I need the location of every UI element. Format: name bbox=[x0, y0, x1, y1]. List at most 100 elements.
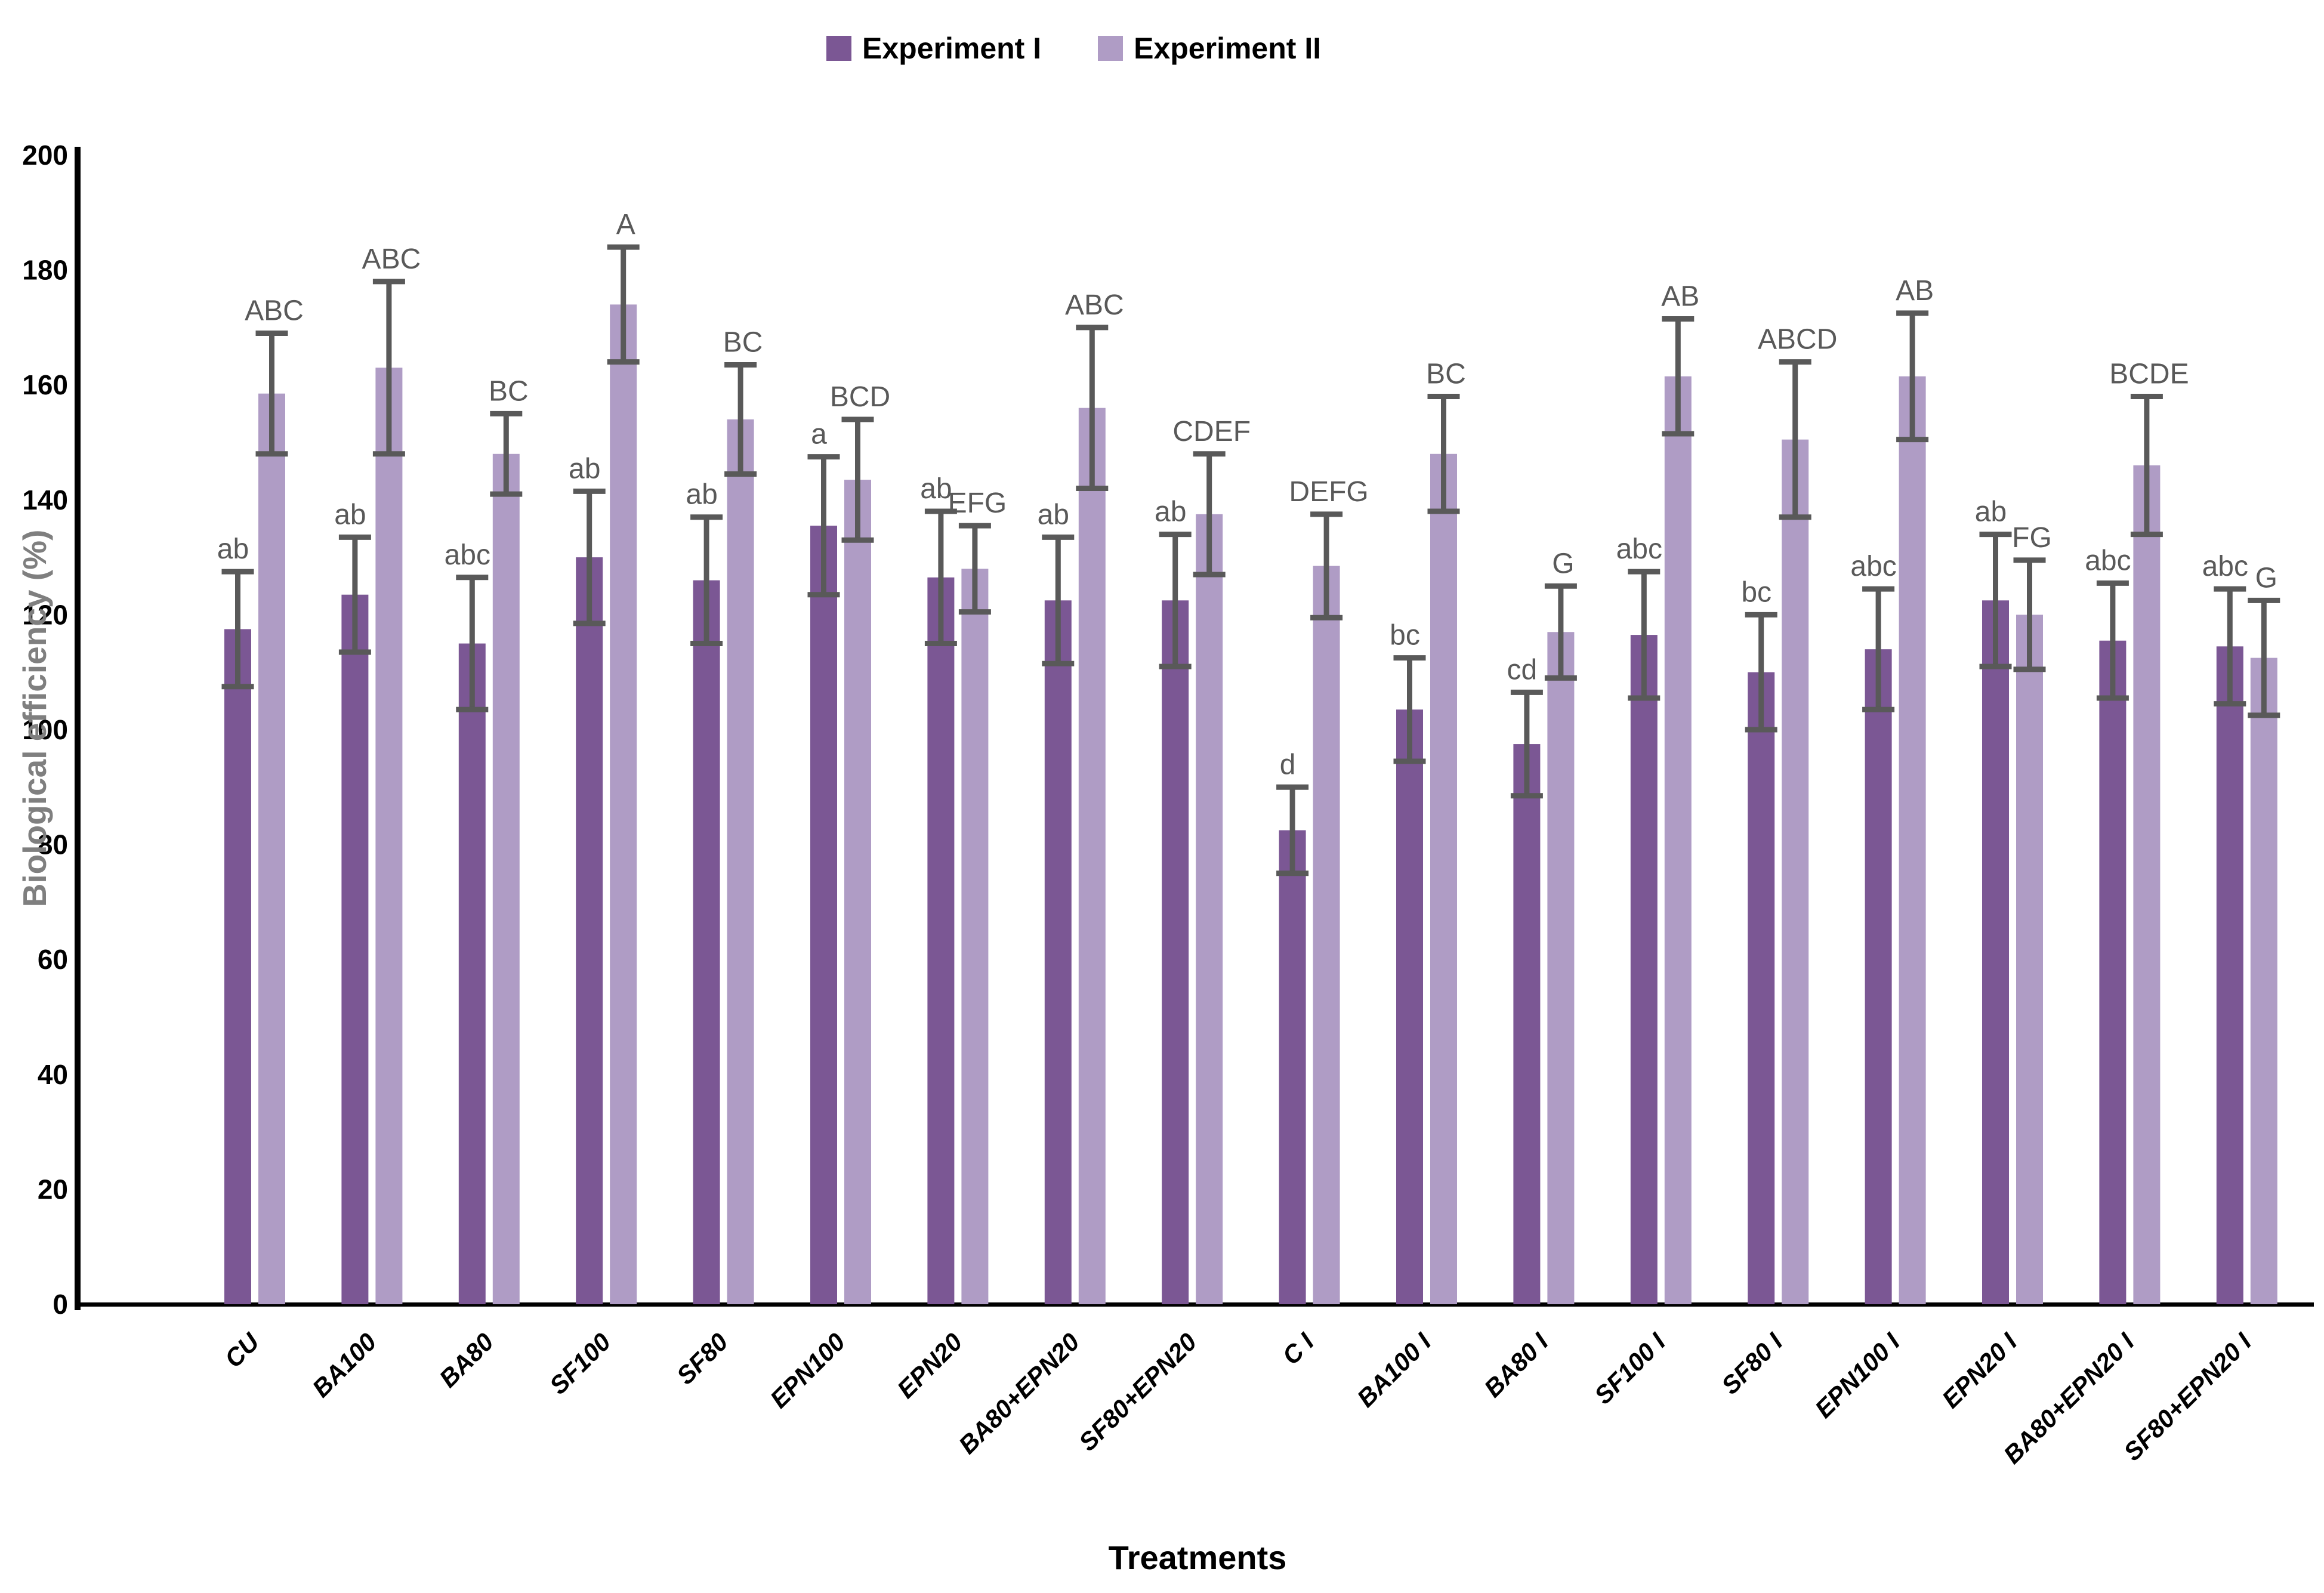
bar-experiment-1 bbox=[927, 577, 955, 1305]
significance-letter: abc bbox=[2085, 545, 2131, 576]
x-tick-label: BA80 I bbox=[1479, 1327, 1554, 1403]
significance-letter: bc bbox=[1741, 576, 1771, 608]
bar-experiment-1 bbox=[810, 526, 837, 1304]
bar-experiment-1 bbox=[1982, 600, 2009, 1305]
bar-experiment-1 bbox=[693, 580, 720, 1304]
legend-swatch-experiment-2 bbox=[1098, 36, 1124, 61]
significance-letter: bc bbox=[1390, 620, 1420, 652]
x-tick-label: SF100 I bbox=[1589, 1327, 1671, 1409]
bar-experiment-2 bbox=[258, 393, 285, 1304]
x-tick-label: BA80+EPN20 bbox=[953, 1327, 1085, 1459]
bar-experiment-2 bbox=[1430, 453, 1457, 1304]
y-axis-line bbox=[75, 147, 81, 1310]
x-tick-label: CU bbox=[219, 1327, 265, 1373]
bar-experiment-2 bbox=[1313, 566, 1340, 1305]
bar-experiment-2 bbox=[1196, 514, 1223, 1304]
x-tick-label: SF80 I bbox=[1716, 1327, 1789, 1400]
bar-experiment-1 bbox=[458, 643, 486, 1304]
bar-experiment-2 bbox=[2016, 615, 2043, 1304]
significance-letter: ABC bbox=[245, 295, 304, 327]
bar-experiment-2 bbox=[492, 453, 520, 1304]
bar-experiment-1 bbox=[576, 557, 603, 1304]
bar-experiment-2 bbox=[844, 480, 871, 1304]
x-tick-label: BA100 bbox=[307, 1327, 382, 1403]
significance-letter: CDEF bbox=[1172, 416, 1251, 447]
legend: Experiment I Experiment II bbox=[826, 31, 1321, 66]
bar-experiment-2 bbox=[610, 304, 637, 1304]
bar-experiment-2 bbox=[1078, 407, 1106, 1304]
bar-experiment-2 bbox=[2133, 465, 2161, 1304]
y-tick-label: 20 bbox=[38, 1174, 68, 1205]
significance-letter: ABCD bbox=[1758, 324, 1837, 356]
significance-letter: ab bbox=[334, 499, 366, 530]
significance-letter: G bbox=[1552, 548, 1574, 579]
y-tick-label: 140 bbox=[22, 484, 68, 515]
x-tick-label: EPN100 I bbox=[1810, 1327, 1906, 1423]
y-axis-title: Biological efficiency (%) bbox=[16, 529, 53, 907]
significance-letter: BC bbox=[1426, 358, 1466, 390]
bar-experiment-1 bbox=[1513, 744, 1541, 1304]
bar-experiment-2 bbox=[961, 569, 989, 1304]
legend-entry-experiment-2: Experiment II bbox=[1098, 31, 1321, 66]
y-tick-label: 40 bbox=[38, 1059, 68, 1090]
significance-letter: cd bbox=[1507, 654, 1538, 686]
significance-letter: ab bbox=[1155, 496, 1186, 528]
bar-experiment-1 bbox=[2099, 640, 2127, 1304]
bar-experiment-1 bbox=[1630, 635, 1658, 1304]
significance-letter: abc bbox=[2202, 551, 2248, 582]
x-tick-label: BA100 I bbox=[1351, 1327, 1437, 1412]
y-tick-label: 180 bbox=[22, 255, 68, 286]
legend-entry-experiment-1: Experiment I bbox=[826, 31, 1041, 66]
bar-experiment-2 bbox=[1547, 632, 1575, 1304]
bar-experiment-2 bbox=[2250, 657, 2277, 1304]
bar-experiment-1 bbox=[1162, 600, 1189, 1305]
significance-letter: abc bbox=[1850, 551, 1896, 582]
x-tick-label: SF80+EPN20 bbox=[1073, 1327, 1202, 1456]
bar-experiment-1 bbox=[224, 629, 251, 1304]
legend-label-experiment-2: Experiment II bbox=[1134, 32, 1322, 65]
significance-letter: DEFG bbox=[1289, 476, 1368, 508]
bar-experiment-1 bbox=[1396, 709, 1423, 1304]
significance-letter: A bbox=[616, 209, 635, 240]
y-tick-label: 100 bbox=[22, 714, 68, 745]
bar-experiment-2 bbox=[1782, 439, 1809, 1304]
significance-letter: a bbox=[811, 419, 827, 450]
bar-experiment-1 bbox=[1865, 649, 1892, 1304]
bar-experiment-2 bbox=[375, 368, 403, 1304]
x-tick-label: SF80 bbox=[671, 1327, 733, 1390]
y-tick-label: 0 bbox=[53, 1289, 68, 1320]
y-tick-label: 160 bbox=[22, 369, 68, 400]
significance-letter: G bbox=[2255, 562, 2277, 594]
bar-experiment-1 bbox=[2216, 646, 2243, 1304]
x-tick-label: C I bbox=[1277, 1327, 1320, 1370]
significance-letter: d bbox=[1280, 749, 1296, 780]
significance-letter: BCD bbox=[830, 381, 890, 413]
significance-letter: ab bbox=[1975, 496, 2007, 528]
significance-letter: ABC bbox=[362, 243, 421, 275]
bar-experiment-1 bbox=[1279, 830, 1306, 1304]
y-tick-label: 120 bbox=[22, 599, 68, 630]
significance-letter: abc bbox=[445, 539, 490, 571]
bar-experiment-2 bbox=[1664, 376, 1692, 1304]
x-tick-label: EPN20 bbox=[891, 1327, 967, 1403]
significance-letter: AB bbox=[1896, 275, 1934, 307]
bar-experiment-2 bbox=[1899, 376, 1926, 1304]
significance-letter: abc bbox=[1616, 533, 1662, 565]
legend-swatch-experiment-1 bbox=[826, 36, 851, 61]
significance-letter: ab bbox=[920, 473, 952, 505]
y-tick-label: 80 bbox=[38, 829, 68, 860]
significance-letter: EFG bbox=[948, 487, 1007, 519]
significance-letter: BC bbox=[723, 326, 763, 358]
significance-letter: BC bbox=[489, 375, 529, 407]
x-axis-line bbox=[75, 1302, 2314, 1307]
significance-letter: ab bbox=[1038, 499, 1069, 530]
x-tick-label: EPN20 I bbox=[1937, 1327, 2023, 1413]
significance-letter: ab bbox=[217, 533, 249, 565]
x-axis-title: Treatments bbox=[1108, 1539, 1287, 1576]
significance-letter: ABC bbox=[1065, 289, 1124, 321]
bar-experiment-1 bbox=[341, 594, 369, 1304]
significance-letter: ab bbox=[686, 479, 717, 511]
x-tick-label: BA80 bbox=[434, 1327, 499, 1393]
